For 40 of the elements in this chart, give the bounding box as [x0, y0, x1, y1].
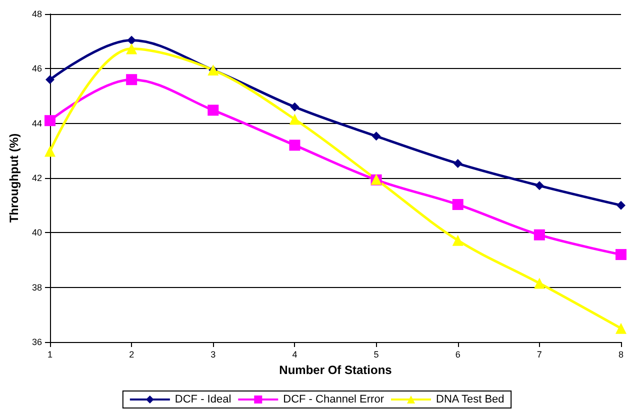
point	[46, 75, 54, 84]
legend-label: DCF - Channel Error	[283, 394, 384, 406]
y-tick-label: 40	[32, 228, 42, 238]
point	[126, 74, 138, 86]
point	[372, 132, 381, 141]
point	[453, 159, 462, 168]
x-tick-label: 7	[536, 350, 542, 360]
point	[289, 140, 300, 151]
point	[616, 249, 626, 260]
point	[127, 36, 136, 45]
x-tick-label: 5	[374, 350, 379, 360]
point	[452, 234, 464, 246]
x-axis-title: Number Of Stations	[279, 363, 392, 377]
point	[616, 322, 626, 334]
point	[290, 102, 300, 112]
y-tick-label: 36	[32, 337, 42, 347]
point	[44, 146, 56, 157]
x-tick-label: 6	[455, 350, 460, 360]
y-tick-label: 44	[32, 118, 42, 128]
point	[208, 104, 219, 116]
y-tick-label: 38	[32, 282, 42, 292]
x-tick-label: 8	[618, 350, 624, 360]
y-tick-label: 48	[32, 9, 42, 19]
point	[452, 199, 464, 210]
point	[534, 278, 545, 289]
point	[534, 229, 545, 240]
x-tick-label: 4	[292, 350, 298, 360]
legend-label: DNA Test Bed	[436, 394, 504, 406]
point	[616, 200, 626, 210]
x-tick-label: 3	[210, 350, 216, 360]
y-tick-label: 42	[32, 173, 42, 183]
point	[534, 181, 544, 190]
point	[126, 43, 138, 54]
point	[44, 115, 56, 126]
legend-label: DCF - Ideal	[174, 394, 232, 406]
y-tick-label: 46	[32, 64, 42, 74]
point	[289, 114, 300, 125]
y-axis-title: Throughput (%)	[7, 133, 21, 223]
x-tick-label: 2	[129, 350, 134, 360]
x-tick-label: 1	[47, 350, 53, 360]
